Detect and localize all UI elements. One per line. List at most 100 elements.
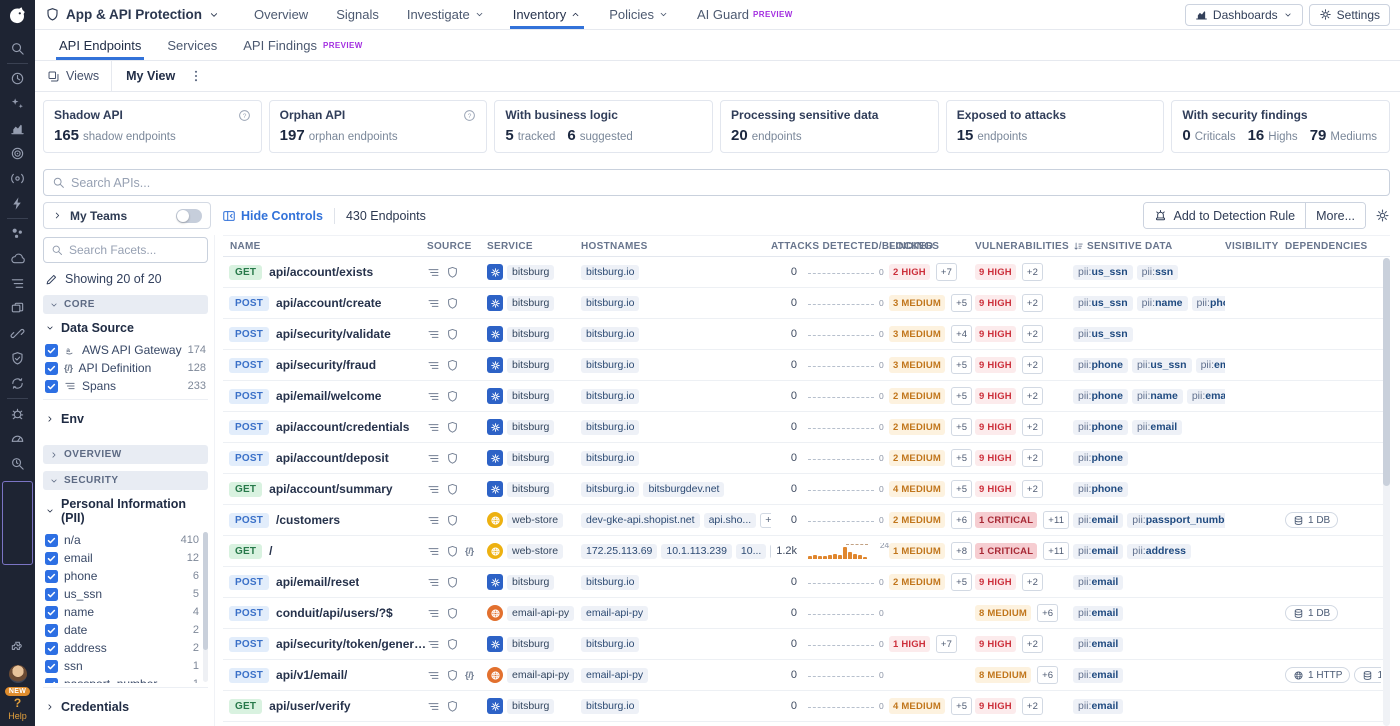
column-header-vulnerabilities[interactable]: Vulnerabilities [975,241,1073,252]
endpoint-path[interactable]: api/email/welcome [276,389,382,403]
endpoint-path[interactable]: api/user/verify [269,699,351,713]
facet-item-name[interactable]: name 4 [43,603,201,621]
sensitive-data-pill[interactable]: pii:us_ssn [1131,357,1192,373]
sensitive-data-pill[interactable]: pii:email [1195,357,1225,373]
rail-audit-button[interactable] [0,451,35,476]
finding-badge[interactable]: 3 MEDIUM [889,326,946,342]
column-header-hostnames[interactable]: Hostnames [581,241,771,252]
checkbox-checked[interactable] [45,587,58,601]
stat-card-3[interactable]: Processing sensitive data 20 endpoints [720,100,939,153]
rail-cloud-button[interactable] [0,246,35,271]
stat-card-0[interactable]: Shadow API? 165 shadow endpoints [43,100,262,153]
vulnerability-badge[interactable]: 9 HIGH [975,419,1016,435]
vulnerability-badge[interactable]: +6 [1037,666,1059,684]
checkbox-checked[interactable] [45,659,58,673]
service-name[interactable]: bitsburg [507,264,555,280]
vulnerability-badge[interactable]: +2 [1021,418,1044,436]
help-question-button[interactable]: ? [13,696,22,710]
table-row[interactable]: GET api/user/verify bitsburg bitsburg.io 0 0 4… [223,691,1390,722]
facet-item-Spans[interactable]: Spans 233 [43,377,208,395]
finding-badge[interactable]: 1 MEDIUM [889,543,946,559]
rail-bolt-button[interactable] [0,191,35,216]
hostname-pill[interactable]: bitsburg.io [581,698,640,714]
stat-card-4[interactable]: Exposed to attacks 15 endpoints [945,100,1165,153]
finding-badge[interactable]: +6 [951,511,973,529]
endpoint-path[interactable]: api/account/credentials [276,420,410,434]
service-name[interactable]: bitsburg [507,636,555,652]
checkbox-checked[interactable] [45,623,58,637]
sensitive-data-pill[interactable]: pii:us_ssn [1073,295,1133,311]
hostname-pill[interactable]: bitsburg.io [581,419,640,435]
rail-monitors-button[interactable] [0,141,35,166]
sensitive-data-pill[interactable]: pii:name [1136,295,1188,311]
hostname-pill[interactable]: bitsburg.io [581,264,640,280]
hostname-pill[interactable]: 10.1.113.239 [661,543,732,559]
nav-item-ai-guard[interactable]: AI Guard PREVIEW [683,0,807,29]
rail-gauge-button[interactable] [0,426,35,451]
vulnerability-badge[interactable]: 8 MEDIUM [975,605,1032,621]
vulnerability-badge[interactable]: 9 HIGH [975,326,1016,342]
column-header-findings[interactable]: Findings [889,241,975,252]
nav-item-policies[interactable]: Policies [595,0,683,29]
service-name[interactable]: bitsburg [507,388,555,404]
rail-integrations-button[interactable] [0,321,35,346]
hostname-pill[interactable]: bitsburg.io [581,388,640,404]
column-header-attacks-detected-blocked[interactable]: Attacks Detected/Blocked [771,241,933,252]
service-name[interactable]: bitsburg [507,295,555,311]
service-name[interactable]: bitsburg [507,698,555,714]
vulnerability-badge[interactable]: 9 HIGH [975,388,1016,404]
scrollbar-thumb[interactable] [1383,258,1390,486]
sensitive-data-pill[interactable]: pii:email [1073,667,1124,683]
dependency-pill[interactable]: 1 HTTP [1285,667,1351,683]
facet-item-API-Definition[interactable]: {/} API Definition 128 [43,359,208,377]
finding-badge[interactable]: +7 [935,635,958,653]
rail-puzzle-button[interactable] [0,635,35,660]
facet-scrollbar-thumb[interactable] [203,532,208,650]
checkbox-checked[interactable] [45,569,58,583]
checkbox-checked[interactable] [45,551,58,565]
finding-badge[interactable]: 3 MEDIUM [889,357,946,373]
vulnerability-badge[interactable]: 9 HIGH [975,574,1016,590]
finding-badge[interactable]: +5 [951,573,973,591]
checkbox-checked[interactable] [45,343,58,357]
rail-services-button[interactable] [0,221,35,246]
hostname-pill[interactable]: bitsburg.io [581,357,640,373]
hostname-pill[interactable]: email-api-py [581,667,649,683]
finding-badge[interactable]: +5 [951,294,973,312]
hostname-pill[interactable]: api.sho... [703,512,757,528]
hostname-pill[interactable]: bitsburg.io [581,295,640,311]
endpoint-path[interactable]: api/v1/email/ [276,668,348,682]
dependency-pill[interactable]: 1 DB [1285,605,1339,621]
help-icon[interactable]: ? [463,109,476,122]
table-row[interactable]: POST api/account/credentials bitsburg bitsb… [223,412,1390,443]
hide-controls-button[interactable]: Hide Controls [222,209,323,223]
vulnerability-badge[interactable]: +2 [1021,325,1044,343]
finding-badge[interactable]: +5 [951,480,973,498]
finding-badge[interactable]: +5 [951,697,973,715]
sensitive-data-pill[interactable]: pii:email [1186,388,1225,404]
sensitive-data-pill[interactable]: pii:email [1073,512,1124,528]
facet-section-security[interactable]: SECURITY [43,471,208,490]
stat-card-1[interactable]: Orphan API? 197 orphan endpoints [268,100,488,153]
hostname-pill[interactable]: 10... [735,543,767,559]
table-settings-button[interactable] [1375,208,1390,223]
finding-badge[interactable]: 2 MEDIUM [889,512,946,528]
hostname-pill[interactable]: bitsburgdev.net [643,481,725,497]
service-name[interactable]: bitsburg [507,450,555,466]
endpoint-path[interactable]: api/security/token/generate [276,637,427,651]
column-header-dependencies[interactable]: Dependencies [1285,241,1381,252]
sensitive-data-pill[interactable]: pii:email [1073,605,1124,621]
table-row[interactable]: POST api/security/validate bitsburg bitsbur… [223,319,1390,350]
endpoint-path[interactable]: api/account/exists [269,265,374,279]
table-row[interactable]: POST conduit/api/users/?$ email-api-py emai… [223,598,1390,629]
column-header-visibility[interactable]: Visibility [1225,241,1285,252]
hostname-pill[interactable]: dev-gke-api.shopist.net [581,512,700,528]
hostname-pill[interactable]: 172.25.113.69 [581,543,658,559]
endpoint-path[interactable]: api/security/validate [276,327,391,341]
facet-showing[interactable]: Showing 20 of 20 [43,272,208,286]
vulnerability-badge[interactable]: 9 HIGH [975,264,1016,280]
service-name[interactable]: bitsburg [507,357,555,373]
dependency-pill[interactable]: 1 DB [1354,667,1381,683]
sensitive-data-pill[interactable]: pii:us_ssn [1073,264,1133,280]
rail-sync-button[interactable] [0,371,35,396]
